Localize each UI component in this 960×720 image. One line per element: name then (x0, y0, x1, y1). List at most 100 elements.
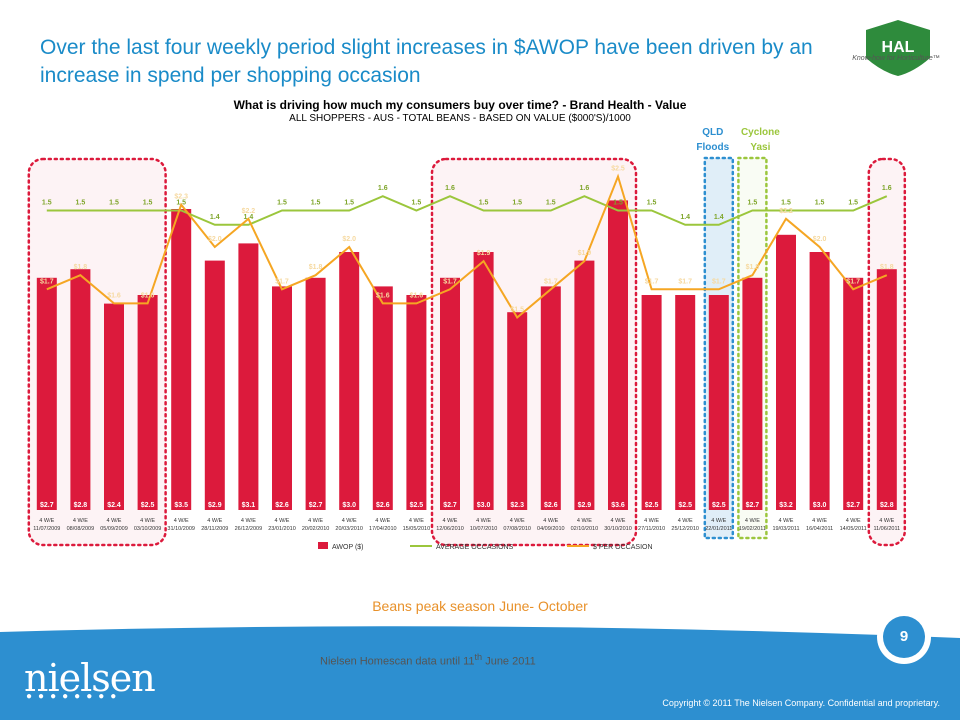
annotation-label: Yasi (750, 142, 770, 153)
bar-value-label: $3.1 (242, 502, 256, 509)
x-tick-label: 27/11/2010 (638, 526, 665, 532)
x-tick-label: 4 W/E (308, 518, 323, 524)
x-tick-label: 4 W/E (577, 518, 592, 524)
per-occasion-value-label: $1.7 (846, 278, 860, 285)
nielsen-dots: ●●●●●●●● (26, 691, 123, 702)
per-occasion-value-label: $1.7 (544, 278, 558, 285)
occasion-value-label: 1.5 (109, 200, 119, 207)
awop-bar (305, 277, 326, 510)
per-occasion-value-label: $2.2 (242, 208, 256, 215)
per-occasion-value-label: $1.9 (477, 250, 491, 257)
x-tick-label: 4 W/E (879, 518, 894, 524)
bar-value-label: $2.8 (74, 502, 88, 509)
per-occasion-value-label: $2.3 (174, 194, 188, 201)
bar-value-label: $2.6 (275, 502, 289, 509)
x-tick-label: 14/05/2011 (840, 526, 867, 532)
x-tick-label: 4 W/E (443, 518, 458, 524)
x-tick-label: 4 W/E (140, 518, 155, 524)
awop-bar (708, 295, 729, 510)
occasion-value-label: 1.6 (445, 185, 455, 192)
awop-bar (339, 252, 360, 510)
occasion-value-label: 1.5 (647, 200, 657, 207)
bar-value-label: $2.5 (712, 502, 726, 509)
x-tick-label: 4 W/E (39, 518, 54, 524)
occasion-value-label: 1.5 (748, 200, 758, 207)
x-tick-label: 12/06/2010 (436, 526, 464, 532)
bar-value-label: $3.0 (342, 502, 356, 509)
per-occasion-value-label: $1.7 (443, 278, 457, 285)
brand-health-chart: QLD Floods Cyclone Yasi $2.7 $2.8 $2.4 $2.5 $3.5… (27, 127, 907, 551)
awop-bar (843, 277, 864, 510)
awop-bar (473, 252, 494, 510)
bar-value-label: $3.6 (611, 502, 625, 509)
per-occasion-value-label: $1.6 (376, 292, 390, 299)
awop-bar (137, 295, 158, 510)
x-tick-label: 04/09/2010 (537, 526, 565, 532)
highlight-box (430, 157, 638, 547)
x-tick-label: 4 W/E (812, 518, 827, 524)
occasion-value-label: 1.6 (580, 185, 590, 192)
per-occasion-value-label: $1.7 (712, 278, 726, 285)
x-tick-label: 4 W/E (241, 518, 256, 524)
x-tick-label: 19/03/2011 (772, 526, 799, 532)
awop-bar (272, 286, 292, 510)
slide-headline: Over the last four weekly period slight … (40, 36, 813, 87)
per-occasion-value-label: $1.6 (141, 292, 155, 299)
x-tick-label: 4 W/E (711, 518, 726, 524)
x-tick-label: 19/02/2011 (739, 526, 766, 532)
x-tick-label: 4 W/E (611, 518, 626, 524)
annotation-label: Cyclone (741, 127, 780, 138)
bar-value-label: $2.9 (208, 502, 222, 509)
bar-value-label: $2.7 (309, 502, 323, 509)
per-occasion-value-label: $2.0 (342, 236, 356, 243)
bar-value-label: $2.6 (544, 502, 558, 509)
x-tick-label: 31/10/2009 (167, 526, 195, 532)
awop-bar (809, 252, 830, 510)
x-tick-label: 4 W/E (644, 518, 659, 524)
per-occasion-value-label: $1.8 (746, 264, 760, 271)
occasion-value-label: 1.5 (277, 200, 287, 207)
bar-value-label: $2.7 (846, 502, 860, 509)
x-tick-label: 26/12/2009 (235, 526, 263, 532)
per-occasion-value-label: $2.2 (779, 208, 793, 215)
x-tick-label: 4 W/E (745, 518, 760, 524)
bar-value-label: $2.7 (40, 502, 54, 509)
occasion-value-label: 1.5 (512, 200, 522, 207)
per-occasion-value-label: $1.8 (74, 264, 88, 271)
bar-value-label: $3.2 (779, 502, 793, 509)
copyright-text: Copyright © 2011 The Nielsen Company. Co… (662, 698, 940, 708)
bar-value-label: $3.0 (813, 502, 827, 509)
bar-value-label: $3.0 (477, 502, 491, 509)
awop-bar (440, 277, 460, 510)
awop-bar (238, 243, 259, 510)
x-tick-label: 4 W/E (275, 518, 290, 524)
per-occasion-value-label: $2.5 (611, 166, 625, 173)
occasion-value-label: 1.5 (344, 200, 354, 207)
per-occasion-value-label: $1.7 (40, 278, 54, 285)
occasion-value-label: 1.5 (848, 200, 858, 207)
x-tick-label: 16/04/2011 (806, 526, 833, 532)
occasion-value-label: 1.6 (378, 185, 388, 192)
x-tick-label: 23/01/2010 (268, 526, 296, 532)
bar-value-label: $2.7 (443, 502, 457, 509)
occasion-value-label: 1.4 (244, 214, 254, 221)
per-occasion-value-label: $1.8 (880, 264, 894, 271)
x-tick-label: 02/10/2010 (571, 526, 599, 532)
x-tick-label: 4 W/E (107, 518, 122, 524)
hal-logo: HAL (866, 20, 930, 76)
awop-bar (171, 209, 192, 510)
occasion-value-label: 1.5 (815, 200, 825, 207)
per-occasion-line (46, 173, 888, 320)
per-occasion-value-label: $2.0 (208, 236, 222, 243)
x-tick-label: 17/04/2010 (369, 526, 397, 532)
awop-bar (641, 295, 662, 510)
legend-swatch-awop (318, 542, 328, 549)
x-tick-label: 20/02/2010 (302, 526, 330, 532)
occasion-value-label: 1.5 (613, 200, 623, 207)
x-tick-label: 4 W/E (174, 518, 189, 524)
peak-season-note: Beans peak season June- October (372, 598, 588, 614)
x-tick-label: 4 W/E (846, 518, 861, 524)
awop-bar (776, 234, 796, 511)
occasion-value-label: 1.5 (781, 200, 791, 207)
bar-value-label: $2.7 (746, 502, 760, 509)
